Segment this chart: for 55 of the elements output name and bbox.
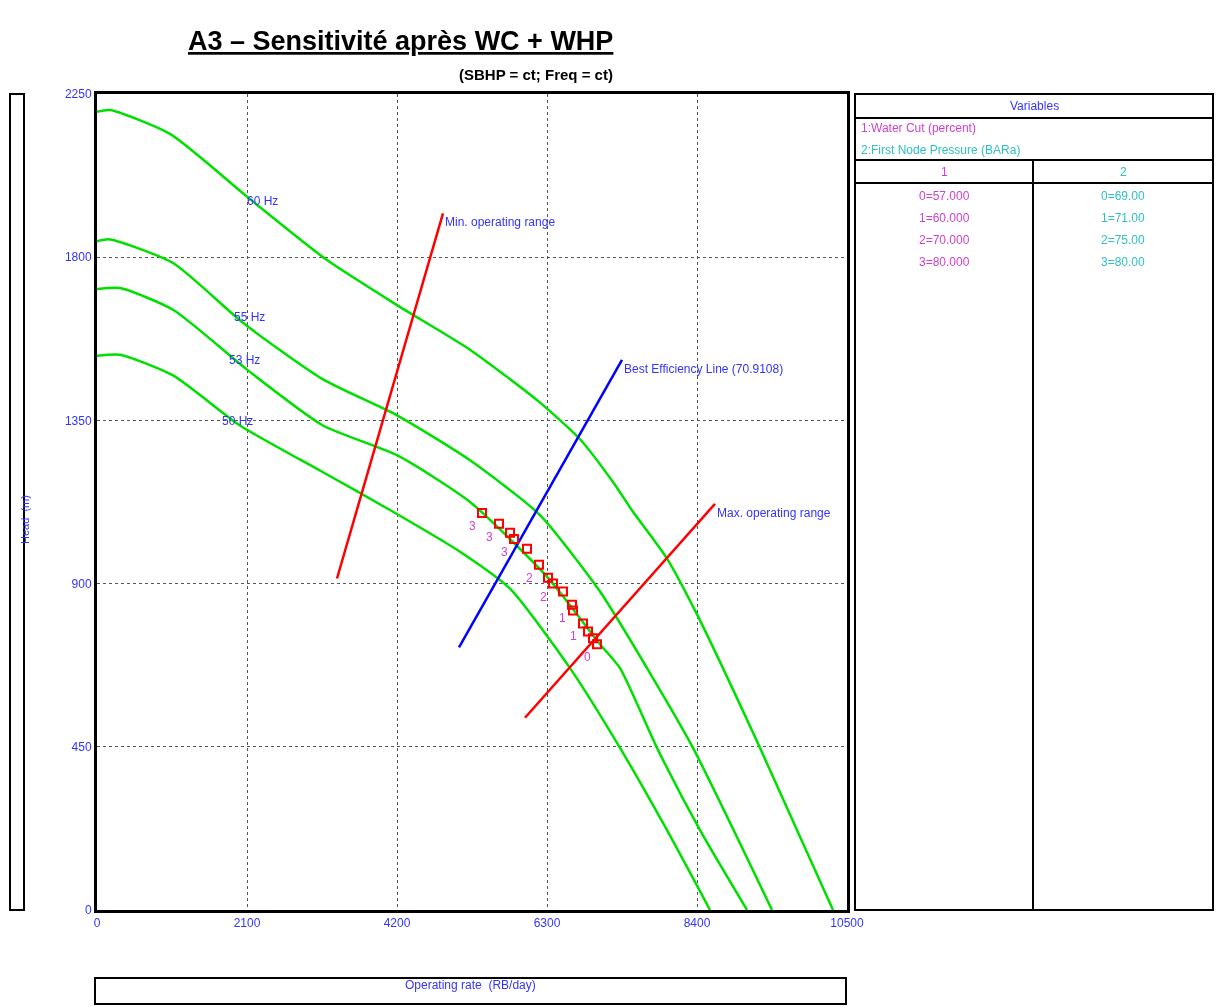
annotation: Min. operating range xyxy=(445,215,556,229)
annotation: 1 xyxy=(570,629,577,643)
annotation: Best Efficiency Line (70.9108) xyxy=(624,362,784,376)
point xyxy=(583,626,593,637)
line-series xyxy=(97,108,835,910)
text: 2=75.00 xyxy=(1101,233,1146,247)
y-tick-label: 1350 xyxy=(64,413,92,428)
x-tick-label: 4200 xyxy=(383,916,411,931)
y-axis-title: Head (m) xyxy=(19,495,31,544)
annotation: 3 xyxy=(469,519,476,533)
text: 1:Water Cut (percent) xyxy=(861,121,976,135)
point xyxy=(522,543,532,554)
point xyxy=(534,559,544,570)
x-tick-label: 10500 xyxy=(830,916,865,931)
x-tick-label: 8400 xyxy=(683,916,711,931)
x-tick-label: 6300 xyxy=(533,916,561,931)
text: 3=80.00 xyxy=(1101,255,1146,269)
x-axis-title: Operating rate (RB/day) xyxy=(405,978,536,992)
point xyxy=(568,605,578,616)
point xyxy=(588,633,598,644)
annotation: 1 xyxy=(559,611,566,625)
text: 2 xyxy=(1120,165,1127,179)
y-tick-label: 1800 xyxy=(64,250,92,265)
annotation: 0 xyxy=(584,650,591,664)
text: 1=60.000 xyxy=(919,211,970,225)
text: 1=71.00 xyxy=(1101,211,1146,225)
chart-subtitle: (SBHP = ct; Freq = ct) xyxy=(459,66,613,83)
annotation: 3 xyxy=(501,545,508,559)
annotation: Max. operating range xyxy=(717,506,831,520)
annotation: 3 xyxy=(486,530,493,544)
point xyxy=(592,639,602,650)
y-tick-label: 2250 xyxy=(64,87,92,102)
text: 3=80.000 xyxy=(919,255,970,269)
text: Variables xyxy=(1010,99,1060,113)
annotation: 2 xyxy=(540,590,547,604)
x-tick-label: 2100 xyxy=(233,916,261,931)
point xyxy=(578,618,588,629)
text: 2=70.000 xyxy=(919,233,970,247)
y-tick-label: 900 xyxy=(71,576,92,591)
text: 0=57.000 xyxy=(919,189,970,203)
point xyxy=(505,527,515,538)
text: 2:First Node Pressure (BARa) xyxy=(861,143,1021,157)
point xyxy=(494,518,504,529)
y-tick-label: 0 xyxy=(84,903,92,918)
point xyxy=(543,572,553,583)
annotation: 2 xyxy=(526,571,533,585)
text: 0=69.00 xyxy=(1101,189,1146,203)
point xyxy=(558,586,568,597)
point xyxy=(548,578,558,589)
y-tick-label: 450 xyxy=(71,740,92,754)
point xyxy=(477,507,487,518)
chart-title: A3 – Sensitivité après WC + WHP xyxy=(188,26,614,56)
text: 1 xyxy=(941,165,948,179)
point xyxy=(567,599,577,610)
point xyxy=(509,533,519,544)
